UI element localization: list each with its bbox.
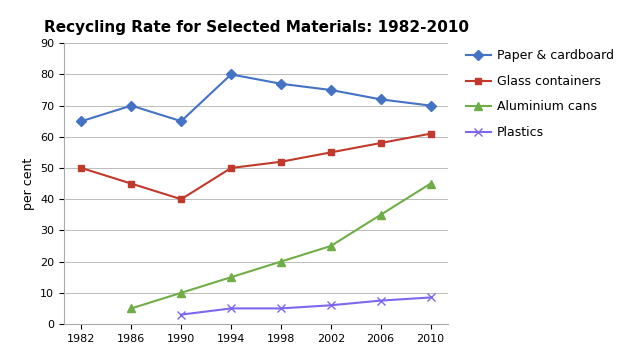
Plastics bbox=[177, 312, 185, 317]
Paper & cardboard bbox=[427, 103, 435, 108]
Paper & cardboard bbox=[227, 72, 235, 77]
Line: Paper & cardboard: Paper & cardboard bbox=[78, 71, 434, 125]
Glass containers bbox=[177, 197, 185, 201]
Aluminium cans bbox=[277, 260, 285, 264]
Y-axis label: per cent: per cent bbox=[22, 157, 35, 210]
Glass containers bbox=[327, 150, 335, 154]
Plastics bbox=[227, 306, 235, 311]
Aluminium cans bbox=[427, 181, 435, 186]
Glass containers bbox=[277, 159, 285, 164]
Paper & cardboard bbox=[327, 88, 335, 92]
Plastics bbox=[377, 298, 385, 303]
Aluminium cans bbox=[227, 275, 235, 279]
Paper & cardboard bbox=[177, 119, 185, 123]
Plastics bbox=[277, 306, 285, 311]
Glass containers bbox=[427, 131, 435, 136]
Plastics bbox=[327, 303, 335, 307]
Glass containers bbox=[127, 181, 135, 186]
Line: Aluminium cans: Aluminium cans bbox=[127, 179, 435, 312]
Paper & cardboard bbox=[127, 103, 135, 108]
Glass containers bbox=[377, 141, 385, 145]
Aluminium cans bbox=[377, 213, 385, 217]
Legend: Paper & cardboard, Glass containers, Aluminium cans, Plastics: Paper & cardboard, Glass containers, Alu… bbox=[466, 49, 614, 139]
Line: Glass containers: Glass containers bbox=[78, 130, 434, 203]
Aluminium cans bbox=[177, 291, 185, 295]
Glass containers bbox=[77, 166, 85, 170]
Aluminium cans bbox=[127, 306, 135, 311]
Paper & cardboard bbox=[77, 119, 85, 123]
Aluminium cans bbox=[327, 244, 335, 248]
Line: Plastics: Plastics bbox=[177, 293, 435, 319]
Title: Recycling Rate for Selected Materials: 1982-2010: Recycling Rate for Selected Materials: 1… bbox=[44, 20, 468, 35]
Paper & cardboard bbox=[277, 82, 285, 86]
Plastics bbox=[427, 295, 435, 300]
Paper & cardboard bbox=[377, 97, 385, 102]
Glass containers bbox=[227, 166, 235, 170]
